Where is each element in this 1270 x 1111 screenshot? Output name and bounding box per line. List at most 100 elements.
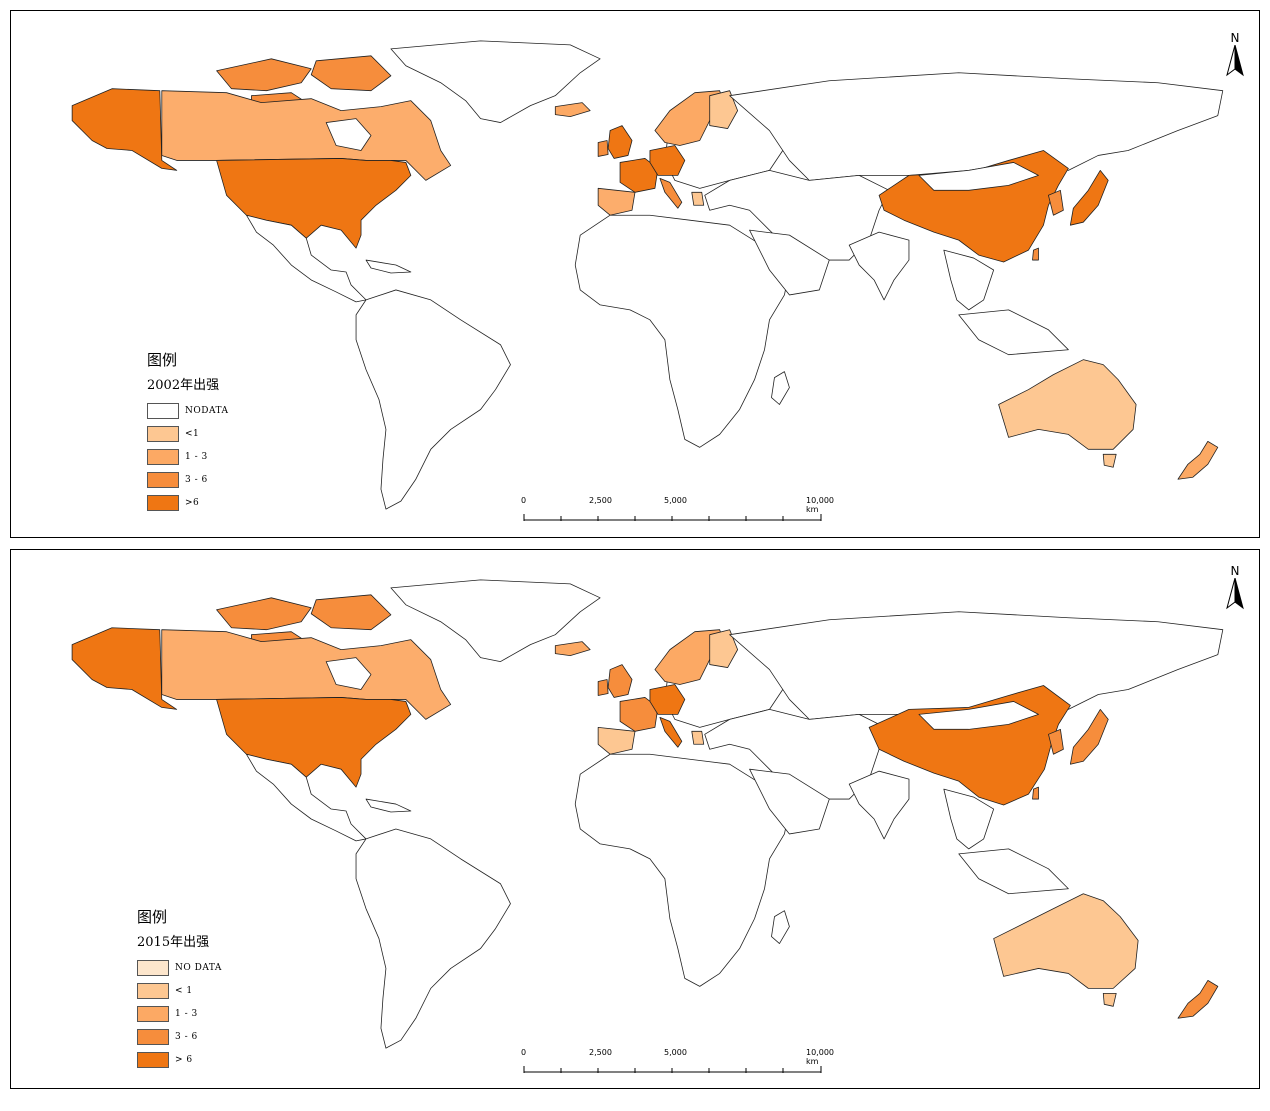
north-label: N bbox=[1230, 31, 1240, 45]
alaska bbox=[71, 627, 178, 710]
tasmania bbox=[1102, 453, 1117, 468]
legend-label: 1 - 3 bbox=[175, 1008, 198, 1019]
legend-title: 图例 bbox=[147, 351, 178, 369]
greenland bbox=[390, 40, 601, 123]
scale-bar-line bbox=[523, 514, 822, 521]
scale-label: 10,000 km bbox=[806, 1048, 834, 1066]
legend-swatch bbox=[137, 1051, 169, 1068]
legend-label: > 6 bbox=[175, 1054, 193, 1065]
scale-label: 5,000 bbox=[664, 1048, 687, 1057]
iberia bbox=[597, 187, 636, 216]
legend-2015: 图例 2015年出强 NO DATA < 1 1 - 3 3 - 6 > 6 bbox=[137, 906, 222, 1071]
new-zealand bbox=[1177, 440, 1219, 480]
greece bbox=[691, 730, 705, 745]
legend-item-nodata: NO DATA bbox=[137, 956, 222, 979]
legend-swatch bbox=[137, 1028, 169, 1045]
japan bbox=[1069, 169, 1109, 226]
legend-label: <1 bbox=[185, 428, 200, 439]
scale-label: 5,000 bbox=[664, 496, 687, 505]
legend-swatch bbox=[147, 471, 179, 488]
greenland bbox=[390, 579, 601, 662]
uk bbox=[607, 664, 633, 698]
legend-subtitle: 2002年出强 bbox=[147, 378, 220, 393]
finland bbox=[709, 90, 739, 129]
hudson-bay bbox=[325, 118, 372, 151]
hudson-bay bbox=[325, 657, 372, 690]
mongolia bbox=[918, 162, 1039, 191]
legend-item-3-6: 3 - 6 bbox=[147, 468, 229, 491]
arabia bbox=[749, 768, 830, 835]
map-panel-2015: 图例 2015年出强 NO DATA < 1 1 - 3 3 - 6 > 6 N bbox=[10, 549, 1260, 1089]
legend-swatch bbox=[137, 959, 169, 976]
alaska bbox=[71, 88, 178, 171]
india bbox=[848, 770, 910, 840]
iceland bbox=[554, 102, 591, 117]
legend-swatch bbox=[137, 1005, 169, 1022]
legend-swatch bbox=[147, 425, 179, 442]
legend-label: >6 bbox=[185, 497, 200, 508]
legend-label: NODATA bbox=[185, 405, 229, 416]
caribbean bbox=[365, 259, 412, 274]
ireland bbox=[597, 679, 609, 696]
scale-label: 0 bbox=[521, 1048, 527, 1057]
madagascar bbox=[771, 371, 790, 405]
iberia bbox=[597, 726, 636, 755]
africa bbox=[574, 214, 790, 448]
north-label: N bbox=[1230, 564, 1240, 578]
usa bbox=[216, 697, 412, 788]
germany bbox=[649, 684, 686, 715]
southeast-asia bbox=[943, 788, 1069, 895]
ireland bbox=[597, 140, 609, 157]
legend-item-1-3: 1 - 3 bbox=[137, 1002, 222, 1025]
legend-item-gt6: >6 bbox=[147, 491, 229, 514]
legend-swatch bbox=[147, 402, 179, 419]
legend-item-lt1: <1 bbox=[147, 422, 229, 445]
india bbox=[848, 231, 910, 301]
legend-item-3-6: 3 - 6 bbox=[137, 1025, 222, 1048]
korea bbox=[1048, 189, 1064, 216]
legend-label: NO DATA bbox=[175, 962, 222, 973]
legend-item-gt6: > 6 bbox=[137, 1048, 222, 1071]
north-arrow: N bbox=[1225, 31, 1245, 77]
legend-item-1-3: 1 - 3 bbox=[147, 445, 229, 468]
legend-item-nodata: NODATA bbox=[147, 399, 229, 422]
new-zealand bbox=[1177, 980, 1219, 1019]
madagascar bbox=[771, 910, 790, 944]
australia bbox=[998, 359, 1137, 450]
legend-item-lt1: < 1 bbox=[137, 979, 222, 1002]
north-arrow: N bbox=[1225, 564, 1245, 610]
south-america bbox=[355, 828, 511, 1049]
finland bbox=[709, 629, 739, 668]
legend-2002: 图例 2002年出强 NODATA <1 1 - 3 3 - 6 >6 bbox=[147, 349, 229, 514]
north-arrow-icon bbox=[1226, 577, 1244, 610]
greece bbox=[691, 191, 705, 206]
legend-swatch bbox=[147, 448, 179, 465]
scale-bar: 0 2,500 5,000 10,000 km bbox=[521, 496, 841, 526]
russia bbox=[729, 72, 1224, 181]
legend-label: 3 - 6 bbox=[175, 1031, 198, 1042]
japan bbox=[1069, 709, 1109, 765]
mexico bbox=[246, 214, 367, 303]
legend-swatch bbox=[137, 982, 169, 999]
france bbox=[619, 158, 659, 193]
legend-label: 1 - 3 bbox=[185, 451, 208, 462]
usa bbox=[216, 158, 412, 249]
taiwan bbox=[1032, 247, 1039, 261]
scale-bar-line bbox=[523, 1066, 822, 1073]
france bbox=[619, 697, 659, 732]
tasmania bbox=[1102, 992, 1117, 1007]
scale-bar: 0 2,500 5,000 10,000 km bbox=[521, 1048, 841, 1078]
italy bbox=[659, 177, 683, 209]
southeast-asia bbox=[943, 249, 1069, 356]
iceland bbox=[554, 641, 591, 657]
map-panel-2002: 图例 2002年出强 NODATA <1 1 - 3 3 - 6 >6 N bbox=[10, 10, 1260, 538]
mongolia bbox=[918, 701, 1039, 730]
legend-label: < 1 bbox=[175, 985, 193, 996]
africa bbox=[574, 753, 790, 987]
legend-label: 3 - 6 bbox=[185, 474, 208, 485]
germany bbox=[649, 145, 686, 176]
scale-label: 0 bbox=[521, 496, 527, 505]
italy bbox=[659, 716, 683, 748]
australia bbox=[993, 893, 1139, 989]
russia bbox=[729, 611, 1224, 720]
